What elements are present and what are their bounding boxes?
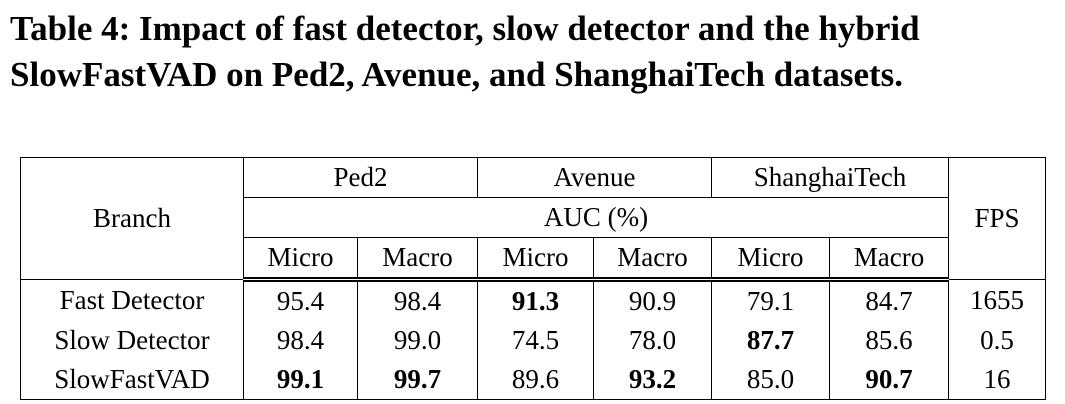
table-cell: 1655 — [948, 279, 1046, 321]
table-cell: 85.0 — [711, 360, 830, 400]
caption-line: SlowFastVAD on Ped2, Avenue, and Shangha… — [10, 55, 904, 94]
table-row: Branch Ped2 Avenue ShanghaiTech FPS — [20, 157, 1046, 280]
dataset-header: Ped2 — [243, 157, 478, 198]
sub-header: Micro — [243, 237, 358, 282]
table-cell: 99.7 — [357, 360, 478, 400]
caption-line: Table 4: Impact of fast detector, slow d… — [10, 9, 920, 48]
table-row: Slow Detector 98.4 99.0 74.5 78.0 87.7 85.6 0.5 — [20, 321, 1046, 360]
table-caption: Table 4: Impact of fast detector, slow d… — [10, 6, 920, 98]
row-label: Slow Detector — [20, 321, 244, 360]
table-row: Fast Detector 95.4 98.4 91.3 90.9 79.1 84.7 165… — [20, 279, 1046, 321]
table-cell: 93.2 — [593, 360, 712, 400]
table-cell: 98.4 — [243, 321, 358, 360]
sub-header: Micro — [477, 237, 594, 282]
table-row: AUC (%) — [21, 197, 1046, 238]
table-cell: 74.5 — [477, 321, 594, 360]
column-header: FPS — [948, 157, 1046, 280]
table-cell: 95.4 — [243, 279, 358, 321]
dataset-header: Avenue — [477, 157, 712, 198]
table-cell: 99.0 — [357, 321, 478, 360]
sub-header: Macro — [593, 237, 712, 282]
metric-header: AUC (%) — [243, 197, 949, 238]
table-cell: 84.7 — [829, 279, 949, 321]
sub-header: Macro — [357, 237, 478, 282]
dataset-header: ShanghaiTech — [711, 157, 949, 198]
sub-header: Micro — [711, 237, 830, 282]
row-label: Fast Detector — [20, 279, 244, 321]
table-cell: 91.3 — [477, 279, 594, 321]
sub-header: Macro — [829, 237, 949, 282]
table-cell: 85.6 — [829, 321, 949, 360]
results-table: Branch Ped2 Avenue ShanghaiTech FPS AUC (%) Mi… — [20, 157, 1046, 400]
table-cell: 90.7 — [829, 360, 949, 400]
table-cell: 16 — [948, 360, 1046, 400]
table-cell: 98.4 — [357, 279, 478, 321]
table-cell: 87.7 — [711, 321, 830, 360]
table-row: SlowFastVAD 99.1 99.7 89.6 93.2 85.0 90.7 16 — [20, 360, 1046, 400]
table-cell: 90.9 — [593, 279, 712, 321]
table-cell: 89.6 — [477, 360, 594, 400]
table-row: Micro Macro Micro Macro Micro Macro — [21, 237, 1046, 282]
table-cell: 99.1 — [243, 360, 358, 400]
table-cell: 79.1 — [711, 279, 830, 321]
table-cell: 78.0 — [593, 321, 712, 360]
column-header: Branch — [20, 157, 244, 280]
table-cell: 0.5 — [948, 321, 1046, 360]
row-label: SlowFastVAD — [20, 360, 244, 400]
